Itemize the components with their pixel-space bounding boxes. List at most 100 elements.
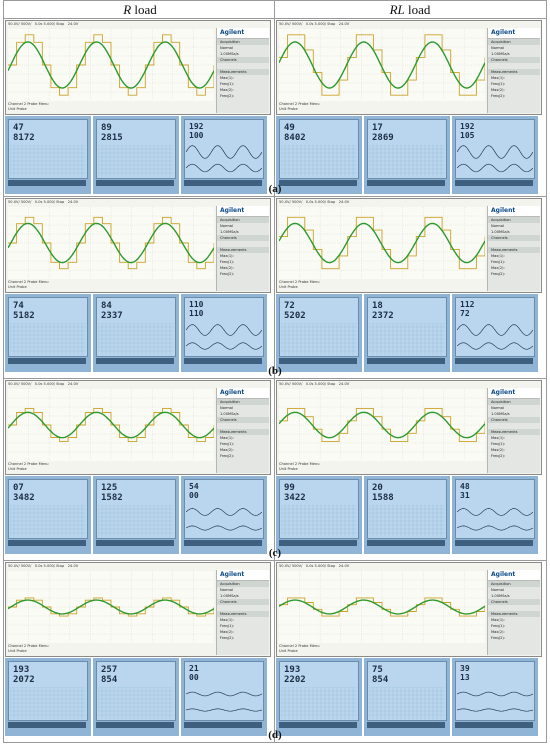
side-line: Max(1): [491,76,505,80]
meter-grid-pattern [369,687,445,719]
side-line: 1.00MSa/s [220,230,239,234]
agilent-logo: Agilent [488,570,540,581]
meter-reading-secondary: 13 [460,673,470,682]
scope-scale: 50.0V/ 500V/ [8,382,32,386]
meter-grid-pattern [10,145,86,177]
meter-screen: 125 1582 [96,479,176,539]
meter-screen: 192 100 [184,119,264,179]
meter-softkeys [455,722,533,728]
load-current-sine-trace [279,599,485,615]
power-meter-2: 18 2372 [364,294,450,372]
side-line: Freq(2): [491,94,505,98]
meter-reading-primary: 192 [460,122,475,131]
meter-screen: 110 110 [184,297,264,357]
side-line: Normal [491,46,505,50]
side-line: Freq(1): [491,82,505,86]
oscilloscope-screen: 50.0V/ 500V/ 0.0s 5.000/ Stop 24.0V Chann… [276,198,542,293]
side-line: Max(2): [220,630,234,634]
header-r-italic: R [123,2,132,17]
output-voltage-staircase-trace [279,407,485,443]
side-line: Freq(2): [220,454,234,458]
scope-side-panel: Agilent Acquisition Normal 1.00MSa/s Channel… [216,570,269,655]
output-voltage-staircase-trace [8,34,214,96]
scope-status-bar: 50.0V/ 500V/ 0.0s 5.000/ Stop 24.0V [277,563,541,570]
meter-mini-waveform [457,691,533,712]
meter-reading-secondary: 3422 [284,493,306,503]
scope-bottom-menu: Channel 2 Probe Menu Unit Probe [279,280,485,289]
meter-softkeys [184,722,262,728]
probe-menu-items: Unit Probe [8,466,27,471]
meter-grid-pattern [281,505,357,537]
meter-grid-pattern [98,687,174,719]
meter-reading-secondary: 2815 [101,133,123,143]
scope-trigger: 24.0V [67,200,79,204]
output-voltage-staircase-trace [279,34,485,96]
scope-bottom-menu: Channel 2 Probe Menu Unit Probe [8,462,214,471]
meter-softkeys [96,722,174,728]
side-line: 1.00MSa/s [220,594,239,598]
meter-softkeys [184,358,262,364]
meter-softkeys [8,358,86,364]
meter-grid-pattern [98,505,174,537]
header-r-rest: load [131,2,157,17]
meter-reading-secondary: 100 [189,131,204,140]
scope-status-bar: 50.0V/ 500V/ 0.0s 5.000/ Stop 24.0V [6,199,270,206]
side-line: Normal [491,588,505,592]
probe-menu-items: Unit Probe [8,284,27,289]
side-line: Acquisition [217,581,269,587]
side-line: Max(2): [491,448,505,452]
scope-trigger: 24.0V [67,382,79,386]
panel-0-1: 50.0V/ 500V/ 0.0s 5.000/ Stop 24.0V Chann… [276,20,542,196]
meter-reading-primary: 21 [189,664,199,673]
meter-softkeys [367,358,445,364]
subfigure-label-c: (c) [268,547,282,559]
scope-side-panel: Agilent Acquisition Normal 1.00MSa/s Channel… [487,570,540,655]
side-line: 1.00MSa/s [491,230,510,234]
meter-softkeys [367,540,445,546]
probe-menu-title: Channel 2 Probe Menu [8,462,49,466]
power-meter-3: 21 00 [181,658,267,736]
grid-divider-center [274,0,275,743]
meter-screen: 112 72 [455,297,535,357]
scope-trigger: 24.0V [338,382,350,386]
panel-2-0: 50.0V/ 500V/ 0.0s 5.000/ Stop 24.0V Chann… [5,380,271,556]
agilent-logo: Agilent [217,570,269,581]
side-line: Measurements [488,429,540,435]
scope-scale: 50.0V/ 500V/ [279,200,303,204]
side-line: 1.00MSa/s [491,52,510,56]
scope-trigger: 24.0V [67,564,79,568]
meter-screen: 47 8172 [8,119,88,179]
scope-status-bar: 50.0V/ 500V/ 0.0s 5.000/ Stop 24.0V [6,21,270,28]
side-line: Acquisition [488,217,540,223]
scope-trigger: 24.0V [67,22,79,26]
side-line: Freq(2): [491,636,505,640]
scope-side-panel: Agilent Acquisition Normal 1.00MSa/s Channel… [487,388,540,473]
scope-timebase: 0.0s 5.000/ Stop [34,564,65,568]
header-rl-rest: load [404,2,431,17]
side-line: Freq(2): [220,636,234,640]
grid-row-line-3 [3,378,547,379]
meter-softkeys [96,180,174,186]
output-voltage-staircase-trace [279,597,485,617]
side-line: Freq(1): [491,624,505,628]
scope-bottom-menu: Channel 2 Probe Menu Unit Probe [279,102,485,111]
power-meter-3: 39 13 [452,658,538,736]
side-line: Max(1): [491,618,505,622]
power-meter-3: 48 31 [452,476,538,554]
meter-screen: 18 2372 [367,297,447,357]
meter-grid-pattern [369,145,445,177]
scope-waveform-plot [8,207,214,279]
meter-reading-primary: 112 [460,300,475,309]
meter-softkeys [8,180,86,186]
meter-reading-secondary: 2072 [13,675,35,685]
meter-softkeys [279,540,357,546]
meter-screen: 193 2202 [279,661,359,721]
meter-softkeys [455,358,533,364]
meter-reading-secondary: 110 [189,309,204,318]
power-meter-2: 257 854 [93,658,179,736]
subfigure-label-d: (d) [268,729,282,741]
panel-3-1: 50.0V/ 500V/ 0.0s 5.000/ Stop 24.0V Chann… [276,562,542,738]
meter-grid-pattern [98,323,174,355]
power-meter-1: 74 5182 [5,294,91,372]
meter-softkeys [96,358,174,364]
